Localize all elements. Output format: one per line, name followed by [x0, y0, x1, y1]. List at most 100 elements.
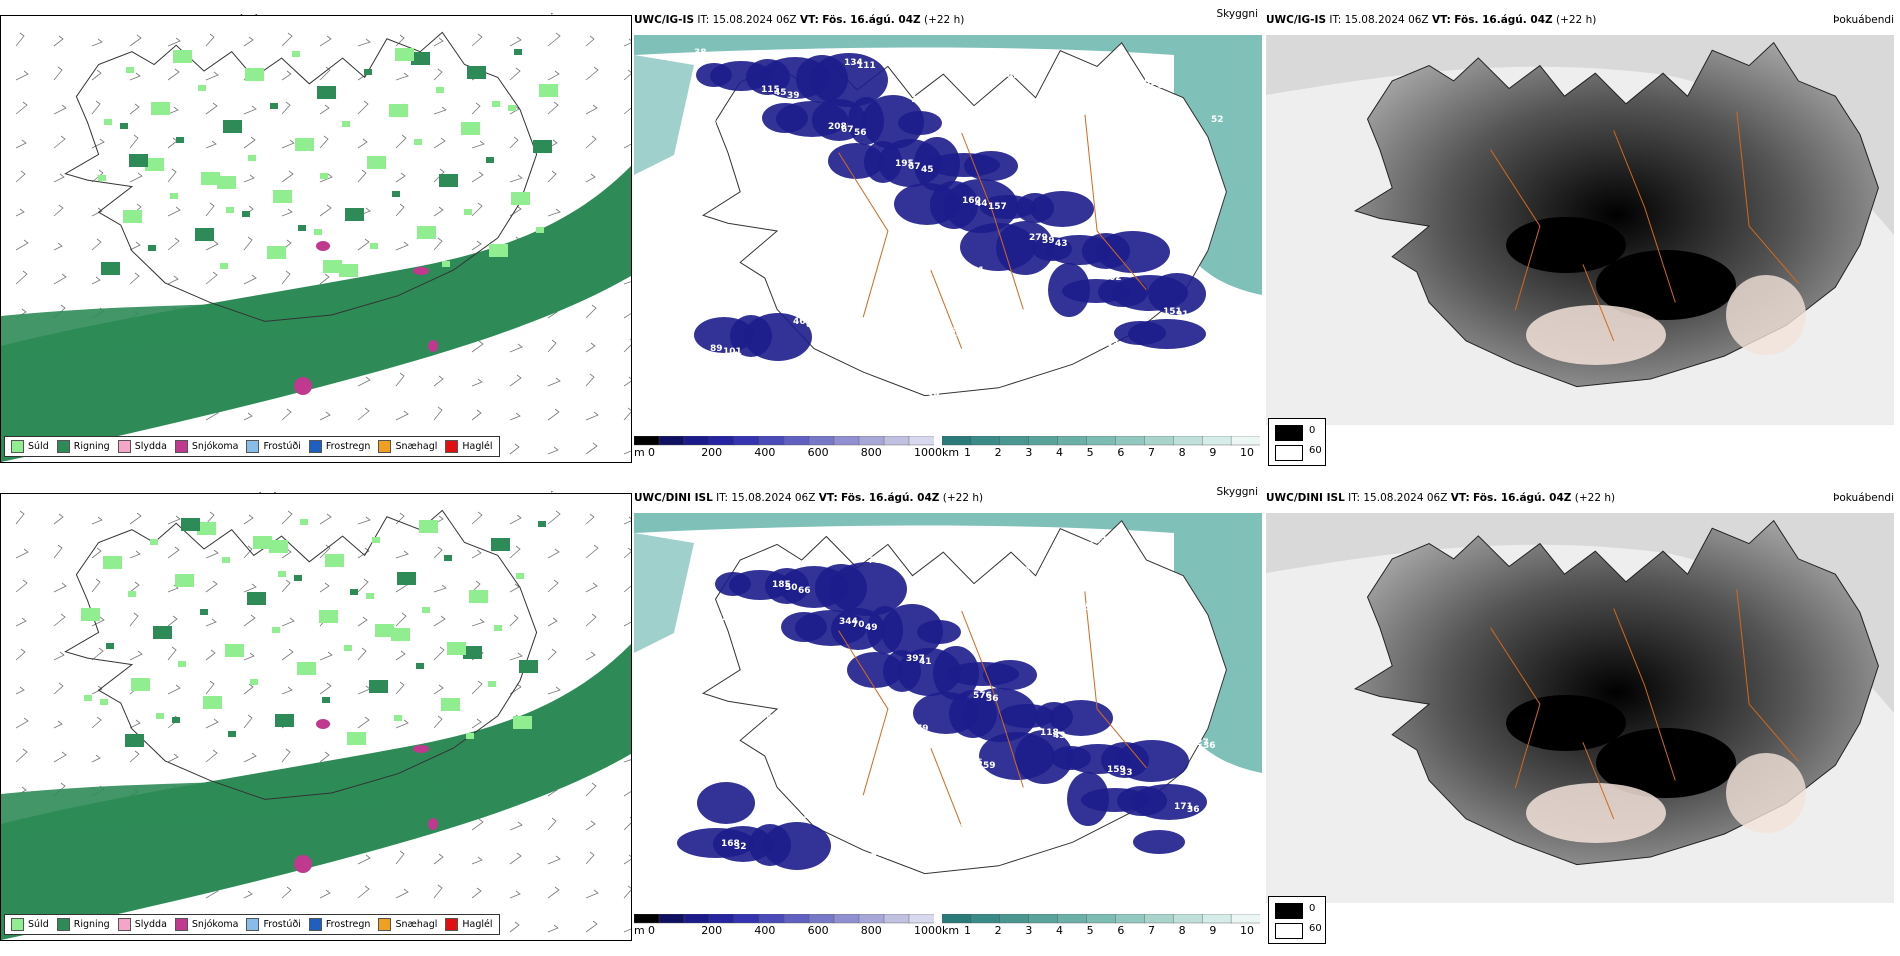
- cloud-base-label: 36: [1203, 741, 1216, 751]
- cloud-base-label: 50: [785, 583, 798, 593]
- cloud-base-label: 32: [734, 842, 747, 852]
- panel-header: UWC/DINI ISL IT: 15.08.2024 06Z VT: Fös.…: [1266, 492, 1615, 504]
- legend-label: Rigning: [73, 441, 110, 452]
- cloud-base-label: 35: [809, 253, 822, 263]
- visibility-map[interactable]: 38 185 344 397 576 118 159 171 168 103 83 60 45 138 10…: [634, 513, 1262, 913]
- model-name: UWC/IG-IS: [634, 14, 695, 26]
- cloud-base-label: 66: [822, 256, 835, 266]
- cloud-base-label: 42: [1179, 243, 1192, 253]
- legend-label: Frostúði: [263, 441, 301, 452]
- elevation-unit: m: [634, 446, 645, 459]
- legend-label: Frostregn: [325, 441, 371, 452]
- cloud-base-label: 46: [1128, 142, 1141, 152]
- model-name: UWC/DINI ISL: [634, 492, 713, 504]
- cloud-base-label: 43: [1112, 206, 1125, 216]
- panel-header: UWC/DINI ISL IT: 15.08.2024 06Z VT: Fös.…: [634, 492, 983, 504]
- legend-label: Snæhagl: [395, 919, 438, 930]
- sea-fog: [634, 513, 1262, 773]
- cloud-base-label: 38: [1206, 674, 1219, 684]
- visibility-panel: UWC/IG-IS IT: 15.08.2024 06Z VT: Fös. 16…: [632, 8, 1264, 478]
- cloud-base-label: 44: [1074, 108, 1087, 118]
- fog-indicator-svg: [1266, 513, 1894, 903]
- colorbar-tick: 7: [1148, 924, 1155, 937]
- legend-swatch: [378, 440, 392, 453]
- cloud-base-label: 36: [970, 758, 983, 768]
- cloud-base-label: 66: [798, 586, 811, 596]
- visibility-unit: km: [942, 924, 960, 937]
- colorbar-tick: 400: [754, 446, 776, 459]
- precip-map[interactable]: [0, 15, 632, 463]
- cloud-base-label: 56: [854, 128, 867, 138]
- visibility-unit: km: [942, 446, 960, 459]
- cloud-base-label: 46: [793, 317, 806, 327]
- legend-label: Haglél: [462, 919, 493, 930]
- cloud-base-label: 208: [828, 122, 847, 132]
- cloud-base-label: 160: [962, 196, 981, 206]
- cloud-base-label: 58: [766, 714, 779, 724]
- colorbar-tick: 9: [1209, 446, 1217, 459]
- it-value: 15.08.2024 06Z: [1363, 492, 1448, 504]
- visibility-panel: UWC/DINI ISL IT: 15.08.2024 06Z VT: Fös.…: [632, 486, 1264, 956]
- colorbar-tick: 10: [1240, 924, 1254, 937]
- cloud-base-label: 62: [903, 721, 916, 731]
- colorbar-tick: 1000: [914, 924, 942, 937]
- cloud-base-label: 45: [921, 165, 934, 175]
- vt-value: Fös. 16.ágú. 04Z: [822, 14, 921, 26]
- colorbar-tick: 3: [1025, 924, 1033, 937]
- cloud-base-label: 45: [876, 290, 889, 300]
- colorbar-tick: 9: [1209, 924, 1217, 937]
- legend-label: Slydda: [134, 919, 167, 930]
- precip-map-svg: [1, 16, 631, 462]
- precip-map[interactable]: [0, 493, 632, 941]
- cloud-base-label: 48: [1005, 563, 1018, 573]
- legend-item: Snæhagl: [378, 440, 437, 453]
- cloud-base-label: 45: [774, 88, 787, 98]
- cloud-base-label: 92: [935, 593, 948, 603]
- cloud-base-label: 39: [718, 546, 731, 556]
- colorbar-tick: 0: [648, 924, 655, 937]
- colorbar-tick: 2: [994, 924, 1002, 937]
- colorbar-tick: 1000: [914, 446, 942, 459]
- legend-swatch: [174, 440, 188, 453]
- cloud-base-label: 51: [1144, 78, 1157, 88]
- cloud-base-label: 344: [839, 617, 858, 627]
- cloud-base-label: 83: [855, 553, 868, 563]
- fog-indicator-map[interactable]: [1266, 513, 1894, 903]
- legend-swatch: [246, 440, 260, 453]
- cloud-base-label: 115: [761, 85, 780, 95]
- legend-item: Snjókoma: [174, 918, 238, 931]
- cloud-base-label: 114: [702, 610, 721, 620]
- visibility-map[interactable]: 38 115 208 195 160 279 151 151 89 104 134 145 147 135…: [634, 35, 1262, 435]
- vt-label: VT:: [1431, 14, 1451, 26]
- legend-item: Haglél: [445, 440, 493, 453]
- cloud-base-label: 363: [1155, 573, 1174, 583]
- legend-item: Snæhagl: [378, 918, 437, 931]
- low-cloud-areas: [677, 562, 1207, 870]
- cloud-base-label: 138: [1056, 664, 1075, 674]
- cloud-base-label: 47: [715, 613, 728, 623]
- panel-title: Skyggni: [1216, 486, 1259, 498]
- cloud-base-label: 62: [755, 219, 768, 229]
- it-label: IT:: [1348, 492, 1361, 504]
- legend-label: Snjókoma: [191, 441, 239, 452]
- colorbar-tick: 200: [701, 446, 723, 459]
- legend-high: 60: [1309, 445, 1322, 456]
- cloud-base-label: 59: [994, 68, 1007, 78]
- panel-title: Þokuábendi: [1833, 492, 1894, 504]
- model-name: UWC/IG-IS: [1266, 14, 1327, 26]
- colorbar-tick: 6: [1117, 924, 1125, 937]
- cloud-base-label: 46: [943, 327, 956, 337]
- cloud-base-label: 109: [1184, 872, 1203, 882]
- colorbar-tick: 600: [807, 446, 829, 459]
- vt-label: VT:: [818, 492, 838, 504]
- it-label: IT:: [697, 14, 710, 26]
- cloud-base-label: 45: [989, 627, 1002, 637]
- colorbar-tick: 5: [1086, 924, 1094, 937]
- fog-indicator-legend: 0 60: [1268, 896, 1326, 944]
- cloud-base-label: 45: [1007, 71, 1020, 81]
- cloud-base-label: 68: [905, 229, 918, 239]
- legend-label: Súld: [28, 441, 49, 452]
- fog-indicator-map[interactable]: [1266, 35, 1894, 425]
- cloud-base-label: 75: [750, 778, 763, 788]
- vt-value: Fös. 16.ágú. 04Z: [841, 492, 940, 504]
